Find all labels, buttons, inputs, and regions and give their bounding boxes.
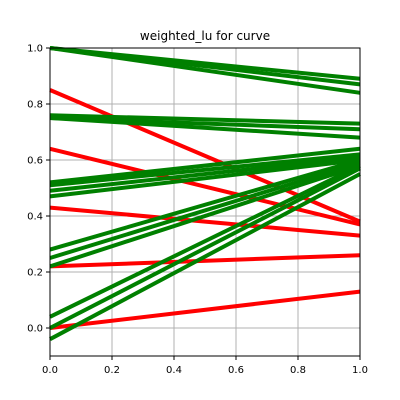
green-series-line-7	[49, 46, 361, 95]
chart-title: weighted_lu for curve	[140, 29, 270, 43]
x-tick-label: 0.0	[42, 365, 58, 376]
x-tick-label: 0.8	[290, 365, 306, 376]
y-tick-label: 0.0	[27, 324, 43, 335]
y-tick-label: 0.6	[27, 156, 43, 167]
green-series-line-16	[49, 160, 361, 260]
x-tick-label: 1.0	[352, 365, 368, 376]
green-series-line-14	[49, 158, 361, 199]
green-series-line-15	[49, 158, 361, 252]
red-series-line-1	[49, 146, 361, 227]
y-tick-label: 0.4	[27, 212, 43, 223]
y-tick-label: 0.2	[27, 268, 43, 279]
x-tick-label: 0.6	[228, 365, 244, 376]
green-series-line-8	[49, 113, 361, 126]
green-series-line-10	[49, 116, 361, 140]
green-series-line-12	[49, 152, 361, 188]
green-series-line-20	[49, 172, 361, 341]
green-series-line-13	[49, 155, 361, 193]
green-series-line-18	[49, 163, 361, 319]
series-group	[49, 46, 361, 341]
plot-frame	[49, 47, 361, 357]
y-tick-label: 0.8	[27, 100, 43, 111]
x-tick-label: 0.4	[166, 365, 182, 376]
green-series-line-19	[49, 166, 361, 330]
x-axis: 0.0 0.2 0.4 0.6 0.8 1.0	[42, 356, 368, 376]
y-tick-label: 1.0	[27, 44, 43, 55]
red-series-line-4	[49, 289, 361, 330]
y-axis: 0.0 0.2 0.4 0.6 0.8 1.0	[27, 44, 50, 335]
green-series-line-17	[49, 163, 361, 269]
green-series-line-11	[49, 146, 361, 185]
x-tick-label: 0.2	[104, 365, 120, 376]
red-series-line-3	[49, 253, 361, 269]
red-series-line-2	[49, 205, 361, 238]
